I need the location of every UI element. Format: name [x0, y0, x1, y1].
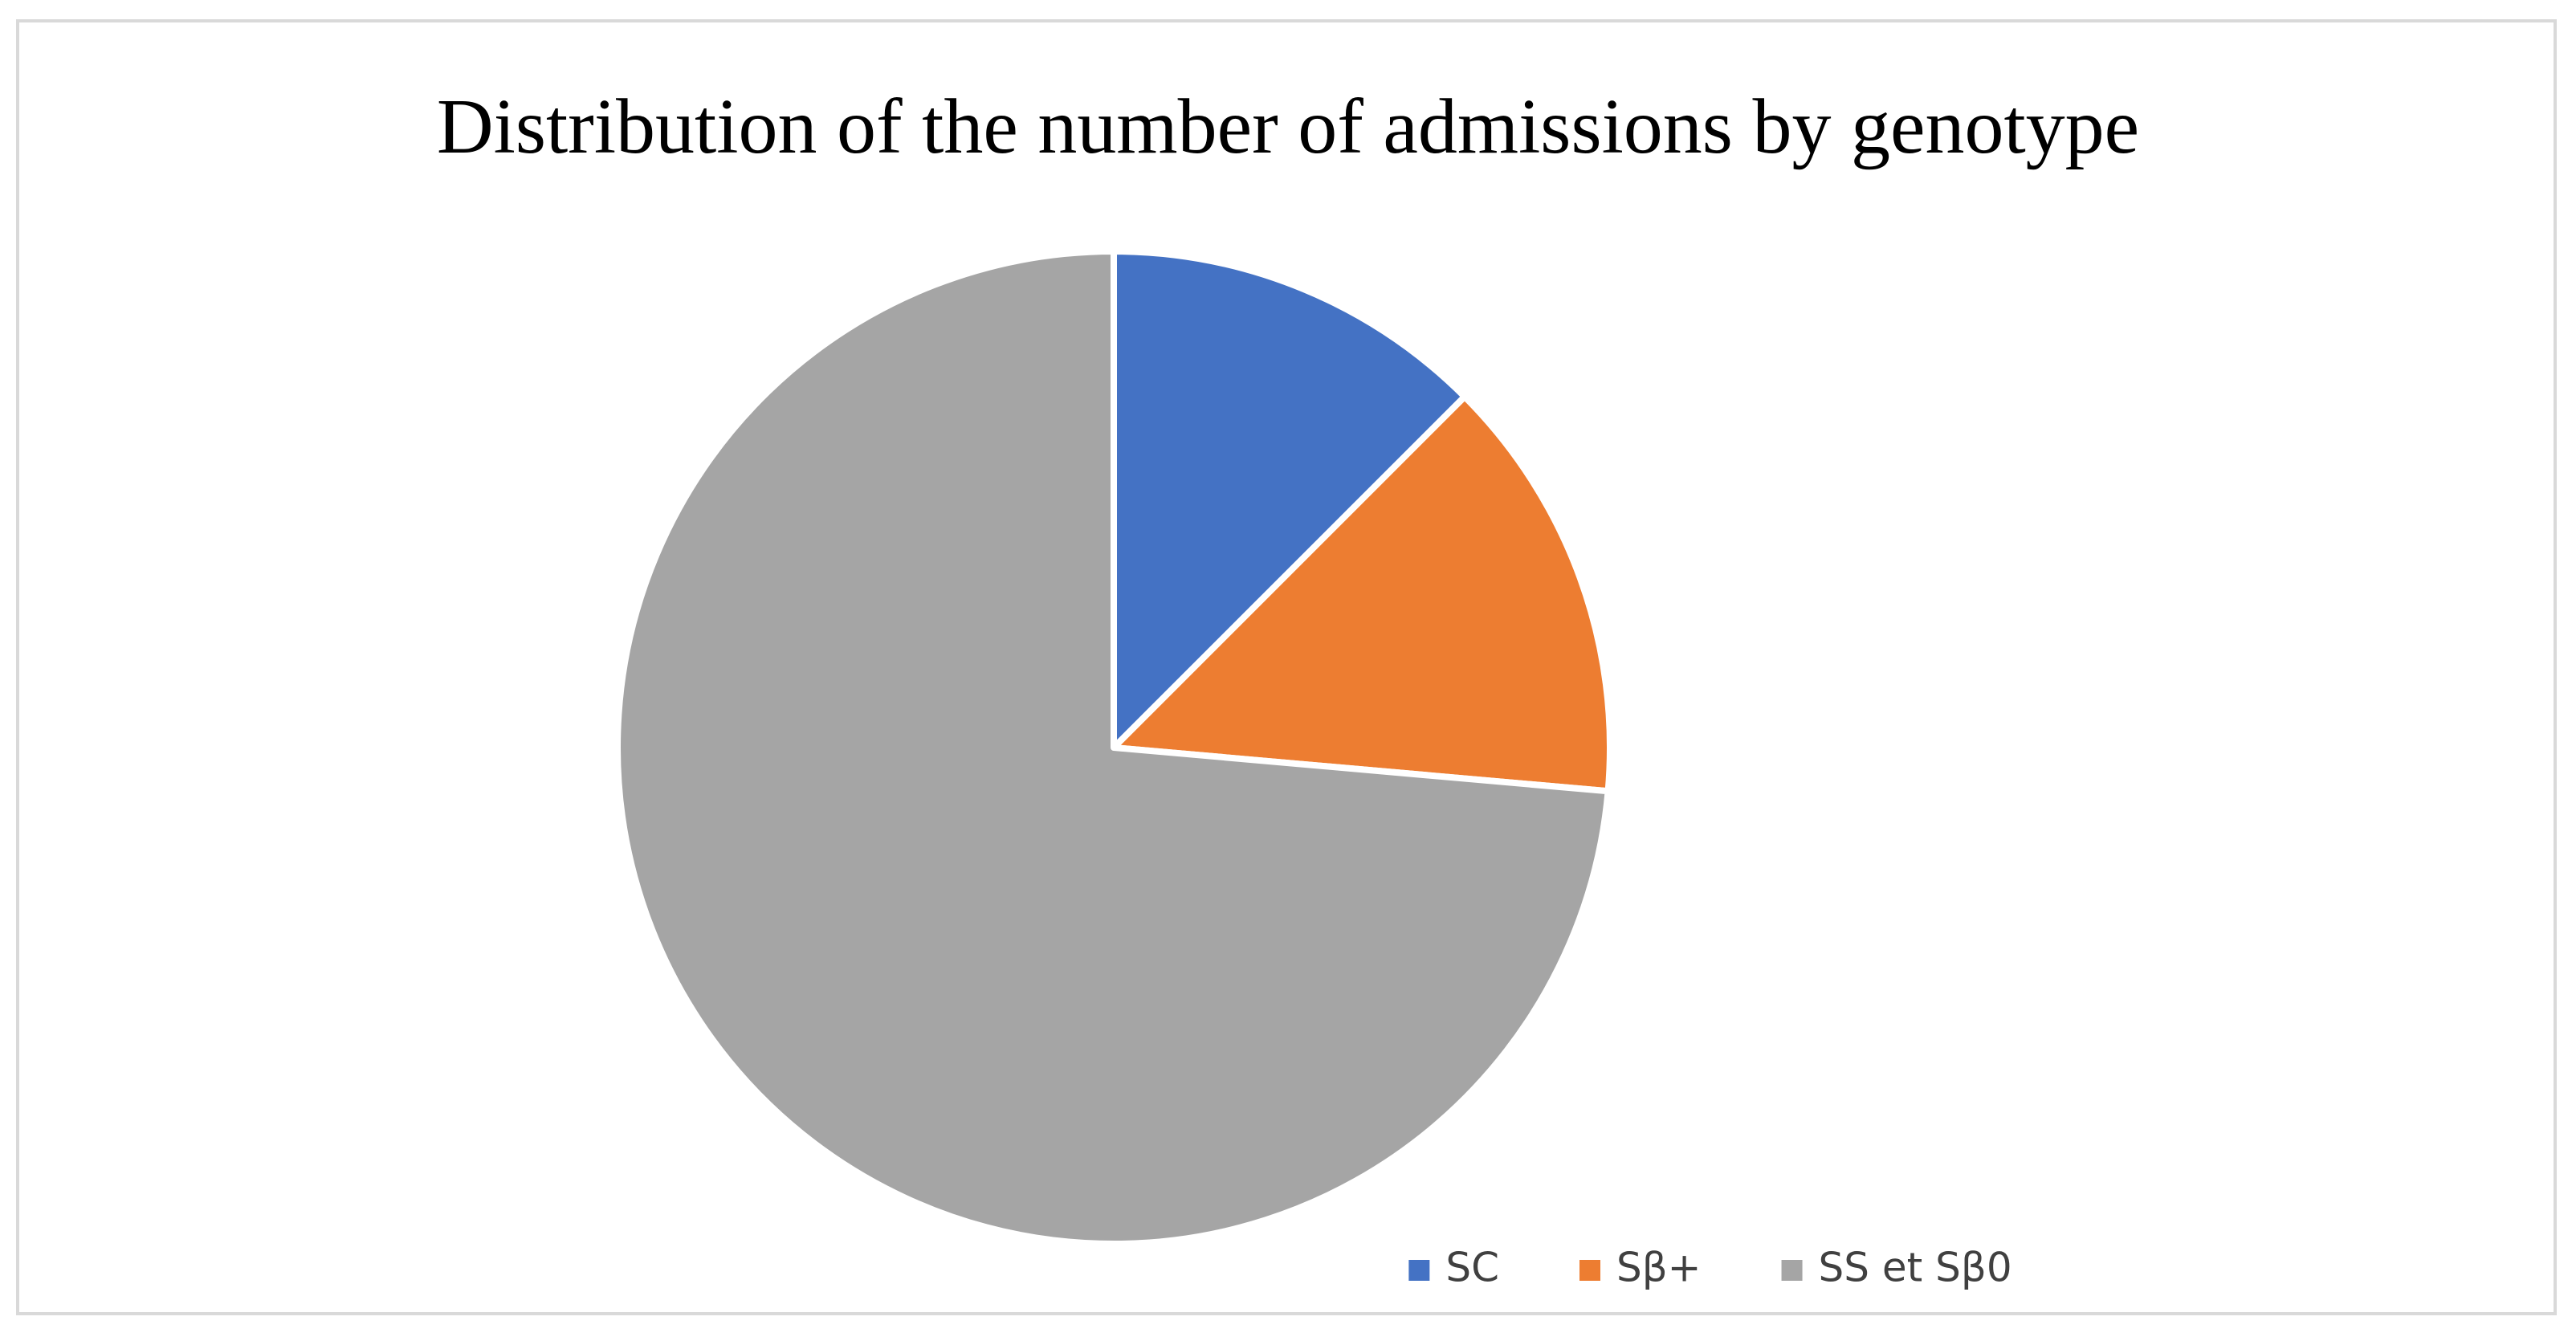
legend-label: SS et Sβ0: [1819, 1245, 2012, 1291]
legend-swatch: [1781, 1260, 1803, 1281]
pie-slice: [1111, 393, 1613, 795]
pie-slice: [614, 248, 1612, 1247]
legend-swatch: [1579, 1260, 1601, 1281]
legend-swatch: [1408, 1260, 1430, 1281]
legend-label: Sβ+: [1616, 1245, 1702, 1291]
legend-label: SC: [1445, 1245, 1499, 1291]
pie-slice: [1111, 248, 1468, 751]
chart-title: Distribution of the number of admissions…: [437, 84, 2139, 170]
